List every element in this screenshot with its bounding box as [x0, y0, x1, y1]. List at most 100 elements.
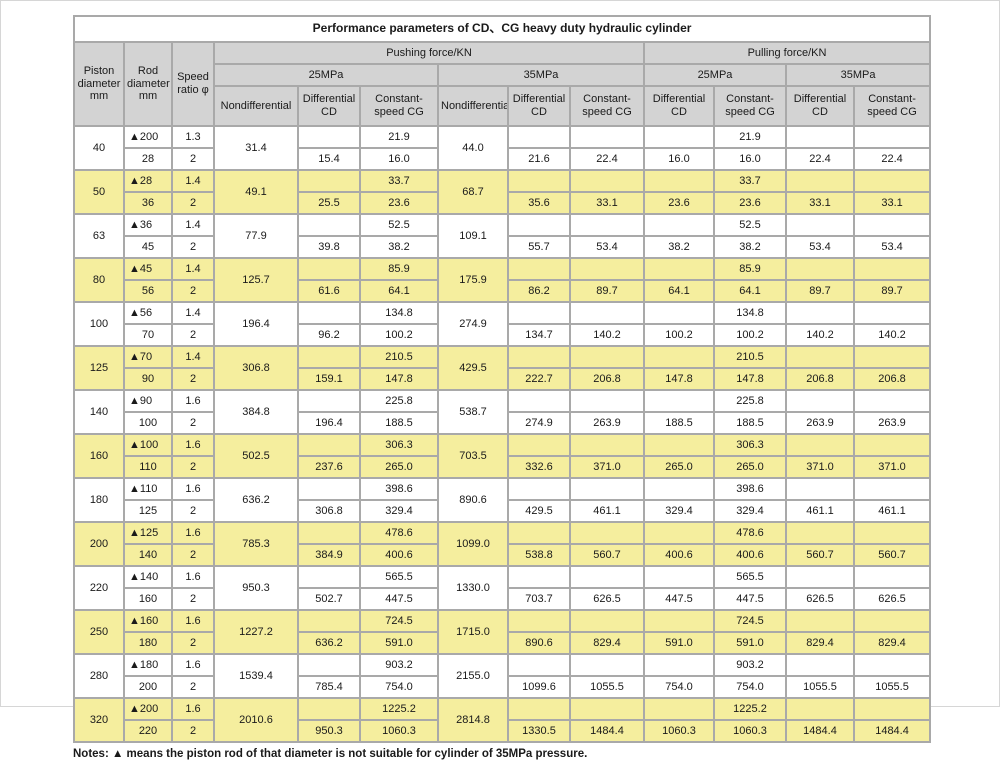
table-row: 100 ▲56 1.4 196.4 134.8 274.9 134.8: [73, 301, 932, 347]
cell-pull25-constant-cg: 1225.2: [713, 697, 787, 721]
table-row: 200 2 785.4 754.0 1099.6 1055.5 754.0 754.0 1055…: [74, 675, 932, 699]
cell-push25-constant-cg: 16.0: [359, 147, 439, 171]
cell-rod-diameter: 28: [123, 147, 173, 171]
cell-push35-constant-cg: [569, 433, 645, 457]
cell-push35-differential-cd: [507, 257, 571, 281]
cell-push25-nondifferential: 502.5: [213, 433, 299, 479]
cell-push25-constant-cg: 147.8: [359, 367, 439, 391]
table-row: 50 ▲28 1.4 49.1 33.7 68.7 33.7: [73, 169, 932, 215]
cell-push35-constant-cg: 371.0: [569, 455, 645, 479]
cell-push25-constant-cg: 400.6: [359, 543, 439, 567]
table-row: 45 2 39.8 38.2 55.7 53.4 38.2 38.2 53.4 53.4: [74, 235, 932, 259]
cell-rod-diameter: 125: [123, 499, 173, 523]
cell-pull25-differential-cd: [643, 125, 715, 149]
cell-push25-differential-cd: 950.3: [297, 719, 361, 743]
header-pushing-force: Pushing force/KN: [213, 41, 645, 65]
table-row: 180 ▲110 1.6 636.2 398.6 890.6 398.6: [73, 477, 932, 523]
cell-pull25-constant-cg: 400.6: [713, 543, 787, 567]
cell-pull35-differential-cd: 206.8: [785, 367, 855, 391]
cell-rod-diameter: ▲56: [123, 301, 173, 325]
cell-piston-diameter: 100: [73, 301, 125, 347]
cell-piston-diameter: 125: [73, 345, 125, 391]
cell-push35-differential-cd: [507, 213, 571, 237]
cell-pull25-constant-cg: 754.0: [713, 675, 787, 699]
cell-push35-constant-cg: 829.4: [569, 631, 645, 655]
cell-push25-differential-cd: 159.1: [297, 367, 361, 391]
cell-pull25-constant-cg: 100.2: [713, 323, 787, 347]
cell-push35-nondifferential: 274.9: [437, 301, 509, 347]
cell-push25-nondifferential: 785.3: [213, 521, 299, 567]
cell-speed-ratio: 1.4: [171, 257, 215, 281]
cell-push25-constant-cg: 188.5: [359, 411, 439, 435]
cell-rod-diameter: 36: [123, 191, 173, 215]
cell-speed-ratio: 2: [171, 543, 215, 567]
table-row: 250 ▲160 1.6 1227.2 724.5 1715.0 724.5: [73, 609, 932, 655]
cell-pull25-differential-cd: [643, 521, 715, 545]
cell-push25-differential-cd: 306.8: [297, 499, 361, 523]
header-push25-constant-cg: Constant-speed CG: [359, 85, 439, 127]
table-row: 63 ▲36 1.4 77.9 52.5 109.1 52.5: [73, 213, 932, 259]
cell-push35-nondifferential: 429.5: [437, 345, 509, 391]
cell-push25-constant-cg: 33.7: [359, 169, 439, 193]
cell-pull35-constant-cg: [852, 433, 932, 457]
cell-piston-diameter: 180: [73, 477, 125, 523]
cell-pull35-constant-cg: [852, 125, 932, 149]
cell-push25-differential-cd: [297, 257, 361, 281]
cell-push35-constant-cg: [569, 345, 645, 369]
cell-rod-diameter: ▲90: [123, 389, 173, 413]
cell-speed-ratio: 1.6: [171, 521, 215, 545]
cell-push35-differential-cd: [507, 389, 571, 413]
cell-push25-nondifferential: 2010.6: [213, 697, 299, 743]
cell-rod-diameter: 90: [123, 367, 173, 391]
cell-pull25-constant-cg: 16.0: [713, 147, 787, 171]
cell-push35-differential-cd: 134.7: [507, 323, 571, 347]
cell-push35-nondifferential: 1099.0: [437, 521, 509, 567]
cell-push25-nondifferential: 306.8: [213, 345, 299, 391]
cell-push35-nondifferential: 890.6: [437, 477, 509, 523]
cell-pull25-constant-cg: 225.8: [713, 389, 787, 413]
cell-push35-constant-cg: 53.4: [569, 235, 645, 259]
cell-push35-constant-cg: 206.8: [569, 367, 645, 391]
table-row: 320 ▲200 1.6 2010.6 1225.2 2814.8 1225.2: [73, 697, 932, 743]
header-rod-diameter: Rod diameter mm: [123, 41, 173, 127]
cell-pull25-constant-cg: 33.7: [713, 169, 787, 193]
cell-push25-constant-cg: 38.2: [359, 235, 439, 259]
cell-push35-differential-cd: [507, 697, 571, 721]
cell-pull35-constant-cg: 1055.5: [852, 675, 932, 699]
cell-rod-diameter: 100: [123, 411, 173, 435]
cell-pull35-differential-cd: [785, 389, 855, 413]
table-row: 140 2 384.9 400.6 538.8 560.7 400.6 400.6 560.7 5…: [74, 543, 932, 567]
cell-rod-diameter: ▲125: [123, 521, 173, 545]
cell-pull25-constant-cg: 478.6: [713, 521, 787, 545]
header-push35-differential-cd: Differential CD: [507, 85, 571, 127]
cell-push25-differential-cd: [297, 213, 361, 237]
cell-pull25-constant-cg: 21.9: [713, 125, 787, 149]
cell-pull25-differential-cd: [643, 609, 715, 633]
cell-rod-diameter: ▲160: [123, 609, 173, 633]
cell-push35-differential-cd: 890.6: [507, 631, 571, 655]
cell-pull35-differential-cd: 626.5: [785, 587, 855, 611]
cell-push25-nondifferential: 384.8: [213, 389, 299, 435]
cell-pull35-differential-cd: [785, 477, 855, 501]
cell-piston-diameter: 40: [73, 125, 125, 171]
cell-push35-differential-cd: [507, 169, 571, 193]
cell-pull35-constant-cg: [852, 301, 932, 325]
cell-pull25-differential-cd: 265.0: [643, 455, 715, 479]
cell-pull25-constant-cg: 306.3: [713, 433, 787, 457]
table-row: 80 ▲45 1.4 125.7 85.9 175.9 85.9: [73, 257, 932, 303]
header-push-25mpa: 25MPa: [213, 63, 439, 87]
cell-push35-differential-cd: [507, 301, 571, 325]
cell-pull25-constant-cg: 64.1: [713, 279, 787, 303]
cell-push35-differential-cd: 21.6: [507, 147, 571, 171]
cell-push25-constant-cg: 210.5: [359, 345, 439, 369]
cell-pull35-constant-cg: [852, 257, 932, 281]
cell-push25-constant-cg: 478.6: [359, 521, 439, 545]
cell-push25-constant-cg: 724.5: [359, 609, 439, 633]
cell-speed-ratio: 2: [171, 279, 215, 303]
cell-pull35-differential-cd: [785, 169, 855, 193]
cell-push35-differential-cd: [507, 521, 571, 545]
cell-push25-differential-cd: [297, 521, 361, 545]
cell-rod-diameter: 56: [123, 279, 173, 303]
cell-piston-diameter: 250: [73, 609, 125, 655]
cell-pull35-constant-cg: 33.1: [852, 191, 932, 215]
